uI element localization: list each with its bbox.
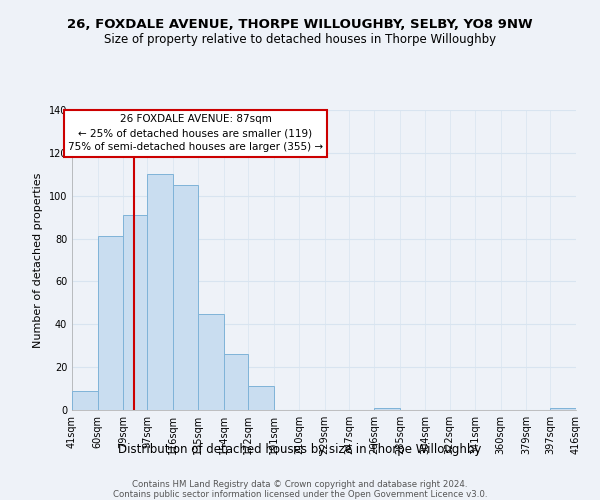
Text: Contains public sector information licensed under the Open Government Licence v3: Contains public sector information licen… [113, 490, 487, 499]
Text: Contains HM Land Registry data © Crown copyright and database right 2024.: Contains HM Land Registry data © Crown c… [132, 480, 468, 489]
Text: 26, FOXDALE AVENUE, THORPE WILLOUGHBY, SELBY, YO8 9NW: 26, FOXDALE AVENUE, THORPE WILLOUGHBY, S… [67, 18, 533, 30]
Bar [98, 236, 123, 410]
Bar [173, 185, 199, 410]
Bar [550, 408, 576, 410]
Text: 26 FOXDALE AVENUE: 87sqm
← 25% of detached houses are smaller (119)
75% of semi-: 26 FOXDALE AVENUE: 87sqm ← 25% of detach… [68, 114, 323, 152]
Bar [199, 314, 224, 410]
Bar [224, 354, 248, 410]
Bar [248, 386, 274, 410]
Bar [72, 390, 98, 410]
Bar [147, 174, 173, 410]
Text: Distribution of detached houses by size in Thorpe Willoughby: Distribution of detached houses by size … [118, 442, 482, 456]
Bar [374, 408, 400, 410]
Bar [123, 215, 147, 410]
Y-axis label: Number of detached properties: Number of detached properties [33, 172, 43, 348]
Text: Size of property relative to detached houses in Thorpe Willoughby: Size of property relative to detached ho… [104, 32, 496, 46]
